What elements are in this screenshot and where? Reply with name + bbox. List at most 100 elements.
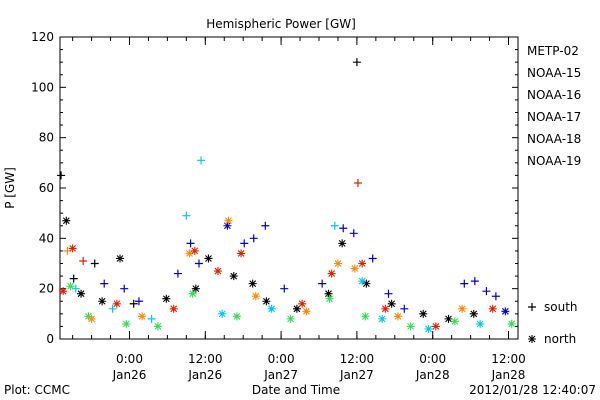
marker-legend-label: north: [544, 332, 576, 346]
data-point-metp-02: [129, 299, 138, 308]
x-tick-label-date: Jan26: [187, 368, 222, 382]
data-point-noaa-18: [393, 312, 402, 321]
data-point-noaa-19: [488, 304, 497, 313]
data-point-metp-02: [262, 297, 271, 306]
y-axis-label: P [GW]: [3, 167, 17, 209]
data-point-metp-02: [338, 239, 347, 248]
data-point-noaa-15: [194, 259, 203, 268]
marker-legend-symbol-south: [528, 303, 536, 311]
data-point-metp-02: [62, 216, 71, 225]
data-point-noaa-15: [100, 279, 109, 288]
data-point-metp-02: [98, 297, 107, 306]
data-point-noaa-16: [182, 211, 191, 220]
data-point-noaa-15: [280, 284, 289, 293]
data-point-noaa-15: [470, 277, 479, 286]
marker-legend-label: south: [544, 300, 578, 314]
x-tick-label-date: Jan27: [263, 368, 298, 382]
data-point-noaa-18: [302, 307, 311, 316]
data-point-noaa-17: [188, 289, 197, 298]
data-point-noaa-15: [249, 234, 258, 243]
data-point-noaa-17: [286, 314, 295, 323]
x-tick-label-time: 0:00: [116, 352, 143, 366]
data-point-noaa-15: [186, 239, 195, 248]
data-point-noaa-19: [431, 322, 440, 331]
data-point-metp-02: [387, 299, 396, 308]
data-point-noaa-17: [153, 322, 162, 331]
legend-entry-metp-02: METP-02: [527, 44, 579, 58]
data-point-noaa-17: [406, 322, 415, 331]
legend-entry-noaa-18: NOAA-18: [527, 132, 581, 146]
data-point-metp-02: [469, 309, 478, 318]
series-legend: METP-02 NOAA-15 NOAA-16 NOAA-17 NOAA-18 NOAA-…: [527, 44, 581, 168]
data-point-metp-02: [292, 304, 301, 313]
marker-legend-symbol-north: [528, 335, 536, 343]
data-point-noaa-15: [318, 279, 327, 288]
data-points: [57, 58, 516, 333]
data-point-noaa-17: [66, 282, 75, 291]
data-point-noaa-16: [378, 314, 387, 323]
data-point-noaa-15: [120, 284, 129, 293]
data-point-noaa-19: [358, 259, 367, 268]
data-point-noaa-18: [138, 312, 147, 321]
data-point-metp-02: [229, 272, 238, 281]
data-point-metp-02: [362, 279, 371, 288]
x-tick-label-date: Jan28: [415, 368, 450, 382]
data-point-metp-02: [352, 58, 361, 67]
data-point-noaa-19: [169, 304, 178, 313]
data-point-metp-02: [204, 254, 213, 263]
data-point-noaa-19: [353, 178, 362, 187]
y-tick-label: 0: [46, 332, 54, 346]
legend-entry-noaa-17: NOAA-17: [527, 110, 581, 124]
data-point-metp-02: [162, 294, 171, 303]
data-point-noaa-18: [333, 259, 342, 268]
data-point-metp-02: [444, 314, 453, 323]
x-tick-label-time: 0:00: [419, 352, 446, 366]
data-point-noaa-16: [476, 319, 485, 328]
y-tick-label: 80: [39, 131, 54, 145]
data-point-noaa-19: [213, 267, 222, 276]
y-axis: 0 20 40 60 80 100 120: [31, 30, 518, 346]
data-point-noaa-16: [197, 156, 206, 165]
data-point-noaa-17: [507, 319, 516, 328]
data-point-noaa-18: [350, 264, 359, 273]
data-point-noaa-16: [108, 304, 117, 313]
data-point-noaa-19: [298, 299, 307, 308]
data-point-noaa-16: [267, 304, 276, 313]
data-point-noaa-17: [232, 312, 241, 321]
legend-entry-noaa-16: NOAA-16: [527, 88, 581, 102]
x-tick-label-time: 12:00: [188, 352, 223, 366]
data-point-metp-02: [419, 309, 428, 318]
x-tick-label-date: Jan27: [339, 368, 374, 382]
plot-frame: [59, 36, 519, 340]
data-point-noaa-15: [400, 304, 409, 313]
data-point-metp-02: [324, 289, 333, 298]
data-point-noaa-15: [349, 229, 358, 238]
marker-legend: south north: [528, 300, 578, 346]
footer-credit: Plot: CCMC: [4, 383, 70, 397]
x-tick-label-date: Jan28: [491, 368, 526, 382]
data-point-noaa-17: [122, 319, 131, 328]
y-tick-label: 60: [39, 181, 54, 195]
data-point-metp-02: [69, 274, 78, 283]
data-point-noaa-19: [327, 269, 336, 278]
y-tick-label: 120: [31, 30, 54, 44]
data-point-noaa-18: [458, 304, 467, 313]
y-tick-label: 100: [31, 80, 54, 94]
data-point-noaa-15: [261, 221, 270, 230]
data-point-noaa-19: [68, 244, 77, 253]
data-point-noaa-17: [450, 317, 459, 326]
data-point-noaa-17: [325, 294, 334, 303]
data-point-noaa-18: [185, 249, 194, 258]
x-tick-label-time: 12:00: [491, 352, 526, 366]
data-point-noaa-16: [358, 277, 367, 286]
data-point-noaa-15: [240, 239, 249, 248]
legend-entry-noaa-19: NOAA-19: [527, 154, 581, 168]
data-point-metp-02: [116, 254, 125, 263]
data-point-noaa-15: [384, 289, 393, 298]
data-point-metp-02: [90, 259, 99, 268]
x-tick-label-date: Jan26: [112, 368, 147, 382]
x-axis: 0:00 Jan26 12:00 Jan26 0:00 Jan27 12:00 Jan27 0:…: [72, 37, 526, 382]
data-point-noaa-17: [361, 312, 370, 321]
data-point-noaa-15: [482, 287, 491, 296]
